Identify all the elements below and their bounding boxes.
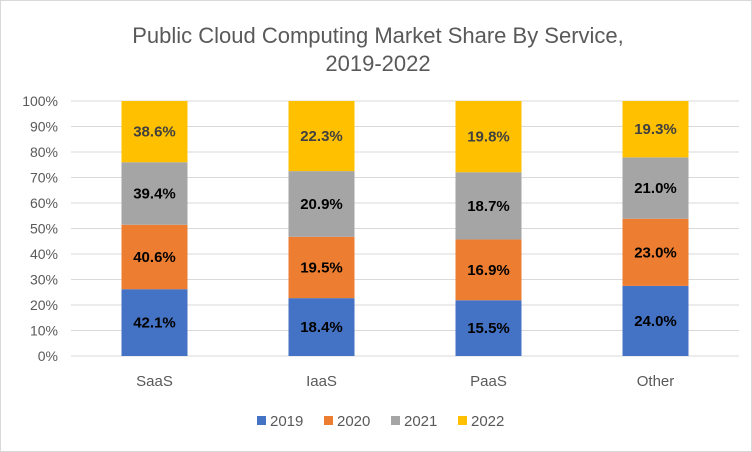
legend-label-2019: 2019 [270, 413, 303, 430]
chart-title-line-1: Public Cloud Computing Market Share By S… [132, 23, 624, 48]
bar-segment-saas-2022 [121, 101, 188, 163]
bar-segment-saas-2019 [121, 289, 188, 356]
bar-segment-iaas-2021 [288, 171, 355, 237]
data-label: 23.0% [634, 244, 677, 261]
legend-label-2020: 2020 [337, 413, 370, 430]
y-tick-label: 40% [30, 246, 58, 262]
legend-swatch-2022 [458, 416, 467, 425]
y-tick-label: 80% [30, 144, 58, 160]
data-label: 19.8% [467, 129, 510, 146]
data-label: 40.6% [133, 249, 176, 266]
data-label: 21.0% [634, 180, 677, 197]
data-label: 18.7% [467, 198, 510, 215]
data-label: 38.6% [133, 124, 176, 141]
bar-segment-saas-2020 [121, 224, 188, 290]
data-label: 22.3% [300, 128, 343, 145]
chart-title-line-2: 2019-2022 [325, 51, 430, 76]
bar-segment-paas-2022 [455, 101, 522, 173]
data-label: 24.0% [634, 313, 677, 330]
bar-segment-other-2022 [622, 101, 689, 158]
legend-label-2022: 2022 [471, 413, 504, 430]
data-label: 18.4% [300, 319, 343, 336]
bar-segment-iaas-2022 [288, 101, 355, 172]
bar-segment-iaas-2019 [288, 298, 355, 356]
legend-swatch-2021 [391, 416, 400, 425]
x-category-label: Other [637, 373, 675, 390]
data-label: 42.1% [133, 315, 176, 332]
legend-swatch-2019 [257, 416, 266, 425]
bar-segment-other-2021 [622, 157, 689, 219]
data-label: 19.5% [300, 259, 343, 276]
bar-segment-other-2020 [622, 218, 689, 286]
y-tick-label: 90% [30, 119, 58, 135]
bar-segment-paas-2019 [455, 300, 522, 356]
y-tick-label: 10% [30, 323, 58, 339]
x-category-label: SaaS [136, 373, 173, 390]
x-category-label: PaaS [470, 373, 507, 390]
bar-segment-other-2019 [622, 285, 689, 356]
y-tick-label: 100% [22, 93, 58, 109]
legend-swatch-2020 [324, 416, 333, 425]
y-tick-label: 30% [30, 272, 58, 288]
y-tick-label: 20% [30, 297, 58, 313]
y-tick-label: 70% [30, 170, 58, 186]
data-label: 19.3% [634, 121, 677, 138]
bar-segment-iaas-2020 [288, 236, 355, 299]
data-label: 15.5% [467, 320, 510, 337]
y-tick-label: 60% [30, 195, 58, 211]
bar-segment-paas-2020 [455, 239, 522, 301]
legend-label-2021: 2021 [404, 413, 437, 430]
y-tick-label: 0% [38, 348, 58, 364]
bar-segment-saas-2021 [121, 162, 188, 225]
data-label: 20.9% [300, 196, 343, 213]
bar-segment-paas-2021 [455, 172, 522, 240]
y-tick-label: 50% [30, 221, 58, 237]
x-category-label: IaaS [306, 373, 337, 390]
data-label: 16.9% [467, 262, 510, 279]
data-label: 39.4% [133, 186, 176, 203]
